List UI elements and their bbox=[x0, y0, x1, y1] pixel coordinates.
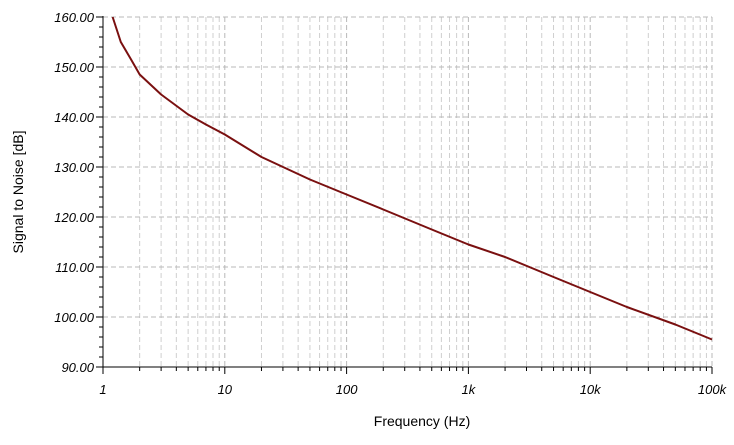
plot-area bbox=[111, 16, 713, 341]
grid bbox=[102, 16, 713, 368]
snr-series-line bbox=[111, 16, 713, 341]
y-tick-label: 90.00 bbox=[61, 360, 94, 375]
y-tick-label: 110.00 bbox=[55, 260, 95, 275]
x-tick-label: 10 bbox=[218, 382, 233, 397]
x-tick-label: 100k bbox=[698, 382, 728, 397]
x-axis-label: Frequency (Hz) bbox=[374, 413, 470, 429]
x-tick-label: 100 bbox=[336, 382, 358, 397]
axes bbox=[96, 16, 713, 374]
y-axis-label: Signal to Noise [dB] bbox=[10, 131, 26, 254]
x-tick-label: 10k bbox=[580, 382, 602, 397]
y-tick-label: 100.00 bbox=[54, 310, 95, 325]
x-tick-label: 1 bbox=[99, 382, 106, 397]
y-tick-label: 140.00 bbox=[54, 110, 95, 125]
x-tick-label: 1k bbox=[462, 382, 477, 397]
y-tick-label: 130.00 bbox=[54, 160, 95, 175]
y-tick-label: 150.00 bbox=[54, 60, 95, 75]
tick-labels: 90.00 100.00 110.00 120.00 130.00 140.00 150.0… bbox=[54, 10, 727, 397]
y-tick-label: 160.00 bbox=[54, 10, 95, 25]
y-tick-label: 120.00 bbox=[54, 210, 95, 225]
